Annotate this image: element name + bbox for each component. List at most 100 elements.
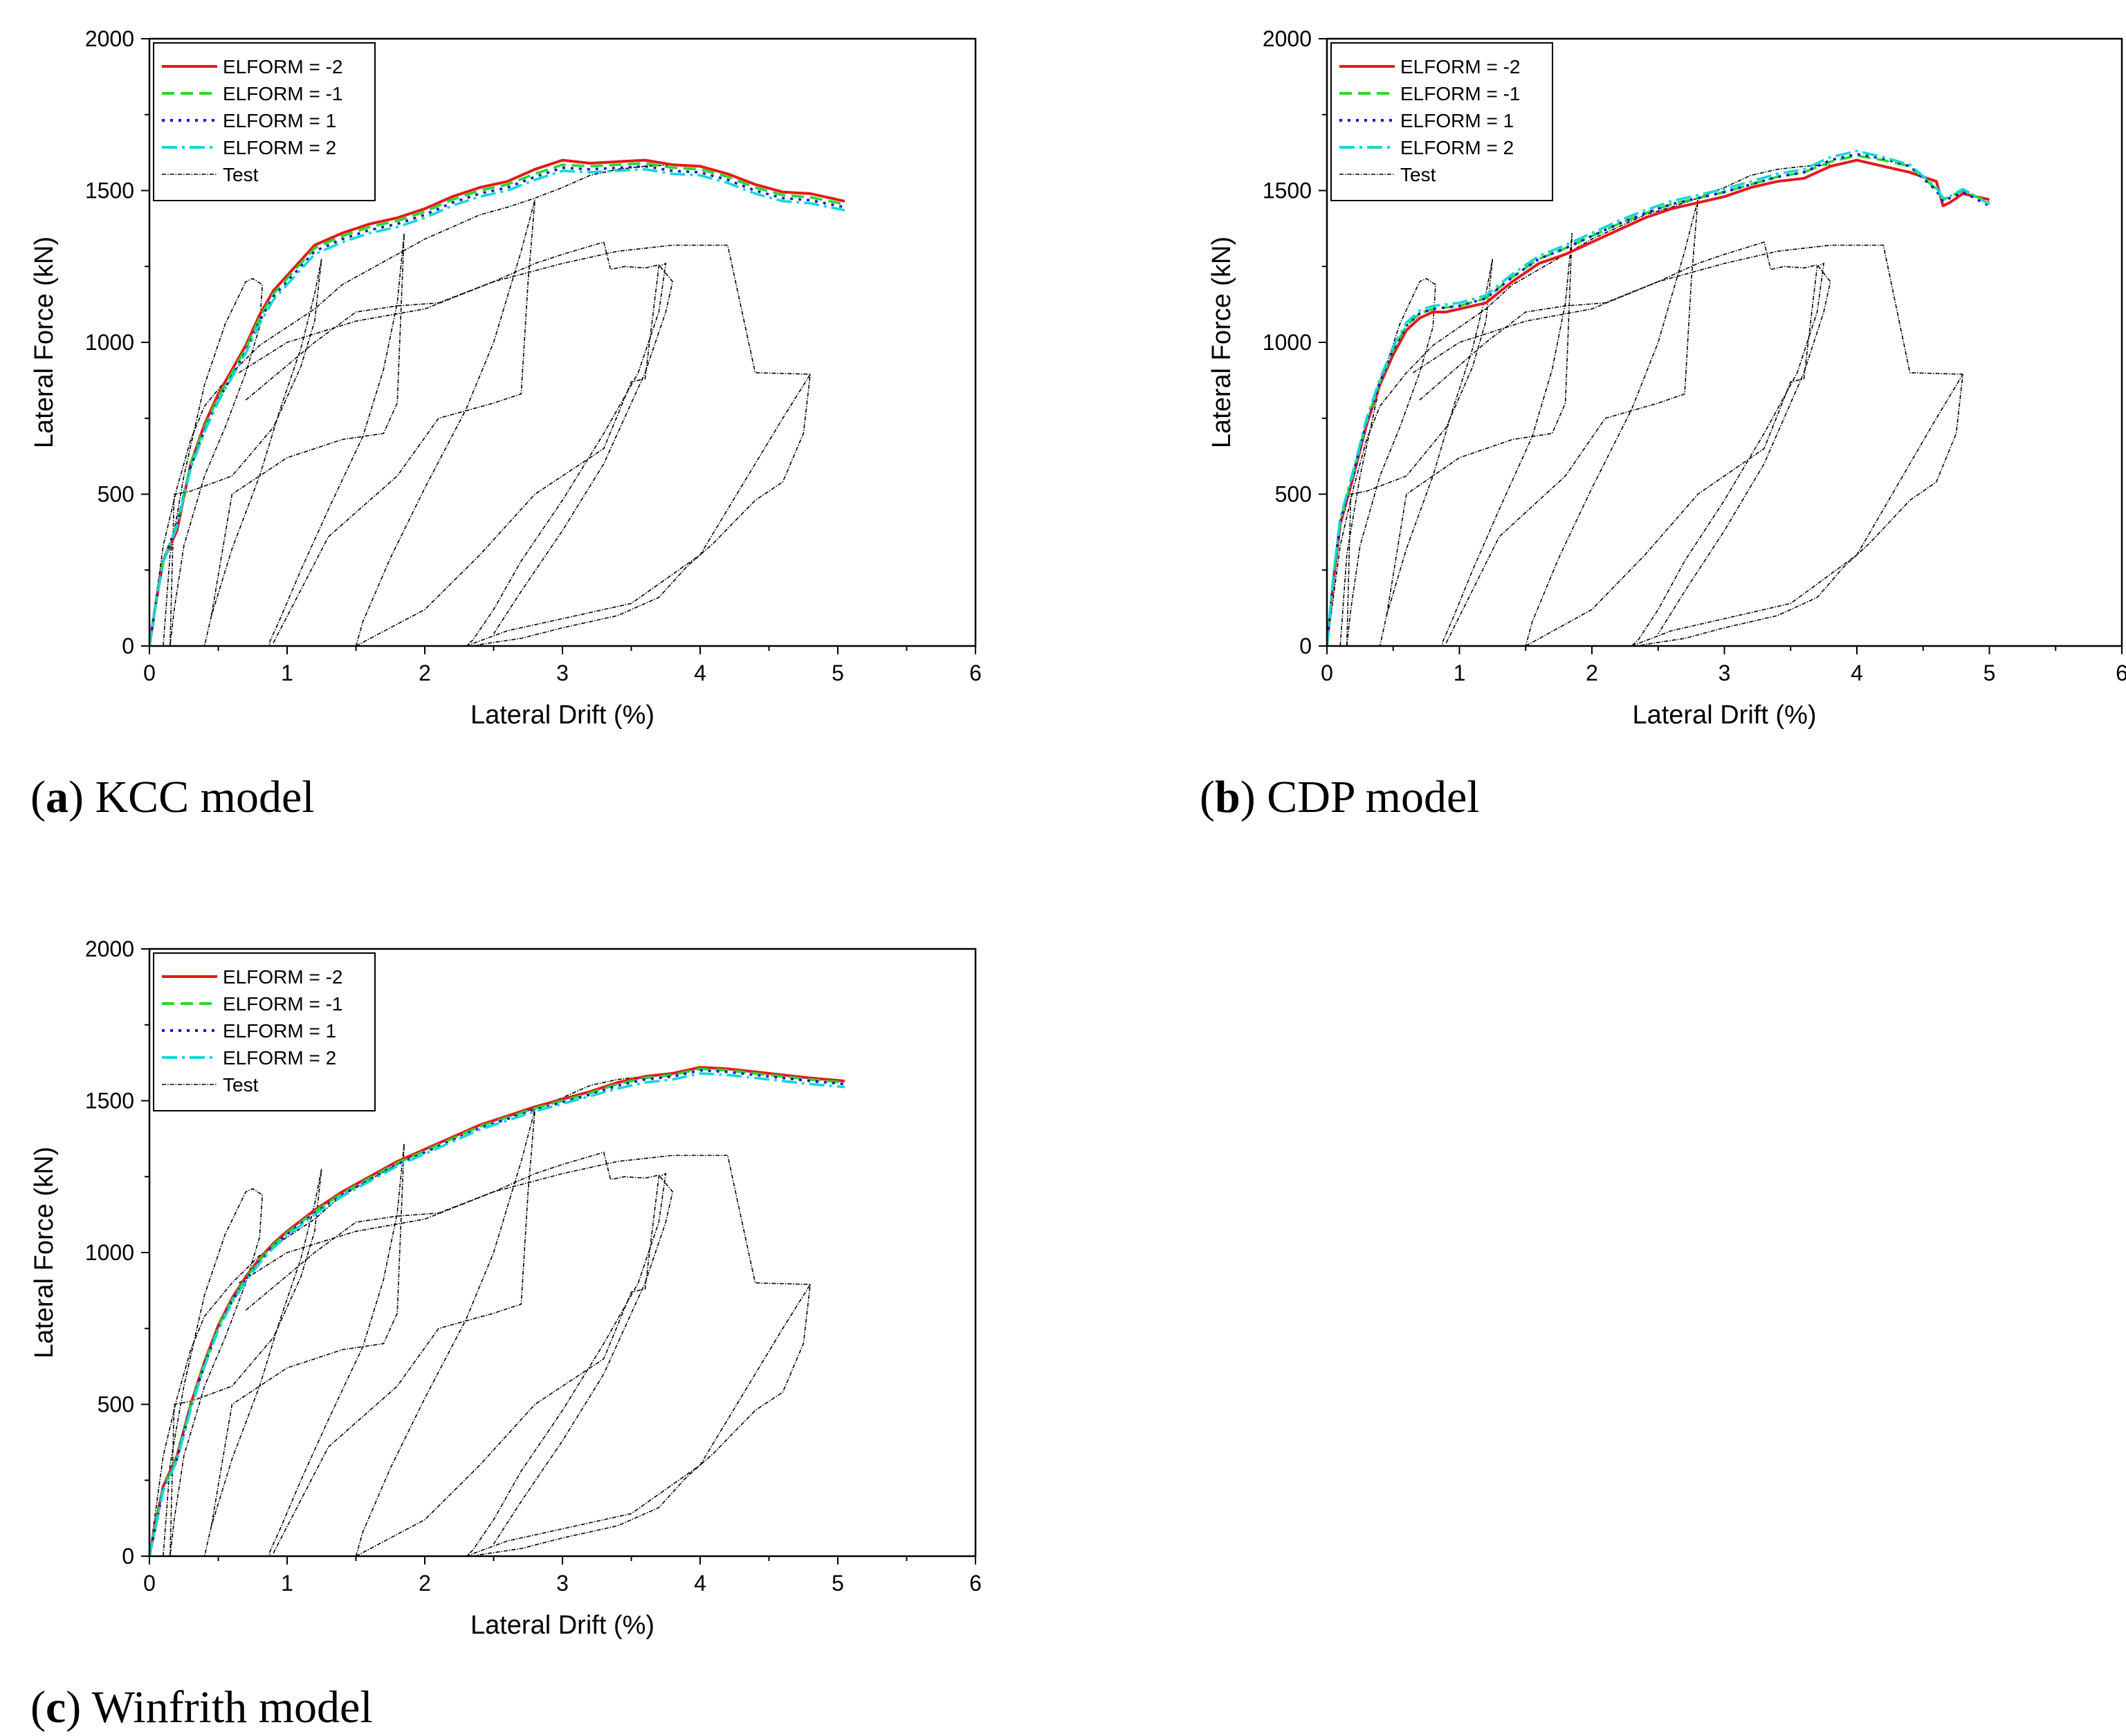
- test-loop-line-4: [273, 199, 535, 646]
- legend-label-elform-1: ELFORM = 1: [1400, 110, 1514, 131]
- test-curves: [149, 164, 811, 646]
- y-tick-label: 500: [98, 482, 134, 507]
- series-line-elform-1: [1327, 153, 1990, 646]
- x-tick-label: 2: [419, 1571, 431, 1596]
- y-tick-label: 1000: [85, 330, 134, 355]
- y-axis-title: Lateral Force (kN): [30, 1147, 59, 1358]
- legend-label-test: Test: [1400, 164, 1436, 185]
- series-line-elform-m1: [1327, 154, 1990, 646]
- legend-label-elform-m2: ELFORM = -2: [1400, 56, 1520, 77]
- panel-c-winfrith-model: 0 1 2 3 4 5 6 0 500 1000 1500 2000 Lateral Drift (%)…: [0, 899, 1079, 1736]
- x-tick-label: 4: [694, 661, 706, 685]
- x-axis-title: Lateral Drift (%): [470, 701, 654, 730]
- chart-c-svg: 0 1 2 3 4 5 6 0 500 1000 1500 2000 Lateral Drift (%)…: [30, 936, 982, 1733]
- test-envelope-line: [149, 164, 673, 646]
- test-loop-line-5: [1525, 262, 1825, 646]
- panel-a-kcc-model: 0 1 2 3 4 5 6 0 500 1000 1500 2000 Lateral Drift (%)…: [0, 0, 1079, 871]
- x-tick-label: 2: [1586, 661, 1598, 685]
- test-loop-line-2: [169, 1169, 322, 1556]
- y-axis-title: Lateral Force (kN): [1207, 237, 1236, 448]
- series-line-elform-1: [149, 165, 845, 646]
- legend-label-elform-2: ELFORM = 2: [223, 1047, 336, 1069]
- legend-label-elform-m2: ELFORM = -2: [223, 966, 342, 988]
- legend-label-elform-m2: ELFORM = -2: [223, 56, 342, 77]
- caption-letter: c: [46, 1682, 66, 1733]
- x-axis-title: Lateral Drift (%): [1632, 701, 1816, 730]
- panel-b-cdp-model: 0 1 2 3 4 5 6 0 500 1000 1500 2000 Lateral Drift (%)…: [1169, 0, 2126, 871]
- caption-letter: b: [1215, 772, 1240, 822]
- test-envelope-line: [1327, 164, 1831, 646]
- y-tick-label: 1500: [85, 178, 134, 203]
- y-tick-label: 1000: [85, 1240, 134, 1265]
- panel-caption: (b) CDP model: [1200, 772, 1480, 822]
- test-loop-line-6: [466, 373, 811, 646]
- legend-label-elform-m1: ELFORM = -1: [1400, 83, 1520, 104]
- caption-text: KCC model: [95, 772, 314, 822]
- x-tick-label: 6: [969, 1571, 982, 1596]
- legend-label-elform-2: ELFORM = 2: [1400, 137, 1514, 158]
- test-branch-line-2: [245, 1154, 811, 1311]
- test-loop-line-4: [273, 1109, 535, 1556]
- test-branch-line-2: [1419, 244, 1963, 401]
- test-curves: [149, 1074, 811, 1556]
- x-tick-label: 3: [1719, 661, 1731, 685]
- test-loop-line-6: [1631, 373, 1963, 646]
- test-branch-line-2: [245, 244, 811, 401]
- model-series: [1327, 149, 1990, 646]
- x-tick-label: 0: [143, 1571, 156, 1596]
- caption-paren-close: ): [1240, 772, 1267, 822]
- model-series: [149, 158, 845, 646]
- test-loop-line-3: [210, 1143, 405, 1556]
- series-line-elform-1: [149, 1069, 845, 1556]
- test-loop-line-4: [1445, 199, 1698, 646]
- series-line-elform-m2: [149, 158, 845, 646]
- y-tick-label: 2000: [85, 936, 134, 961]
- legend-box: [153, 42, 376, 201]
- x-tick-label: 3: [556, 1571, 569, 1596]
- legend-label-elform-2: ELFORM = 2: [223, 137, 336, 158]
- y-tick-label: 500: [98, 1392, 134, 1417]
- legend-box: [153, 952, 376, 1111]
- caption-paren-close: ): [68, 772, 95, 822]
- legend-label-elform-1: ELFORM = 1: [223, 1020, 336, 1042]
- test-loop-line-2: [1346, 259, 1494, 646]
- x-tick-label: 4: [694, 1571, 706, 1596]
- legend-label-elform-m1: ELFORM = -1: [223, 993, 342, 1015]
- legend-box: [1330, 42, 1553, 201]
- legend-label-test: Test: [223, 164, 259, 185]
- x-tick-label: 3: [556, 661, 569, 685]
- test-loop-line-5: [356, 1172, 667, 1556]
- caption-text: Winfrith model: [92, 1682, 373, 1733]
- x-tick-label: 5: [832, 1571, 844, 1596]
- test-loop-line-1: [163, 277, 264, 646]
- caption-paren-open: (: [30, 1682, 46, 1733]
- y-axis-title: Lateral Force (kN): [30, 237, 59, 448]
- test-loop-line-1: [1339, 277, 1436, 646]
- test-branch-line-1: [1413, 241, 1831, 634]
- caption-letter: a: [46, 772, 68, 822]
- series-line-elform-2: [149, 168, 845, 646]
- x-tick-label: 1: [281, 661, 293, 685]
- test-loop-line-5: [356, 262, 667, 646]
- legend: ELFORM = -2 ELFORM = -1 ELFORM = 1 ELFORM =…: [1330, 42, 1553, 201]
- chart-a-svg: 0 1 2 3 4 5 6 0 500 1000 1500 2000 Lateral Drift (%)…: [30, 26, 982, 822]
- series-line-elform-m2: [1327, 158, 1990, 646]
- x-tick-label: 5: [1983, 661, 1996, 685]
- panel-caption: (c) Winfrith model: [30, 1682, 373, 1733]
- y-tick-label: 0: [1299, 634, 1312, 658]
- test-loop-line-6: [466, 1284, 811, 1556]
- test-loop-line-3: [210, 232, 405, 646]
- x-tick-label: 1: [1454, 661, 1466, 685]
- y-tick-label: 0: [122, 634, 134, 658]
- y-tick-label: 1500: [85, 1089, 134, 1114]
- x-tick-label: 4: [1851, 661, 1863, 685]
- test-loop-line-3: [1386, 232, 1573, 646]
- test-curves: [1327, 164, 1963, 646]
- legend-label-elform-m1: ELFORM = -1: [223, 83, 342, 104]
- y-tick-label: 500: [1275, 482, 1312, 507]
- caption-paren-open: (: [1200, 772, 1215, 822]
- x-tick-label: 1: [281, 1571, 293, 1596]
- legend-label-test: Test: [223, 1074, 259, 1096]
- legend-label-elform-1: ELFORM = 1: [223, 110, 336, 131]
- series-line-elform-m1: [149, 162, 845, 646]
